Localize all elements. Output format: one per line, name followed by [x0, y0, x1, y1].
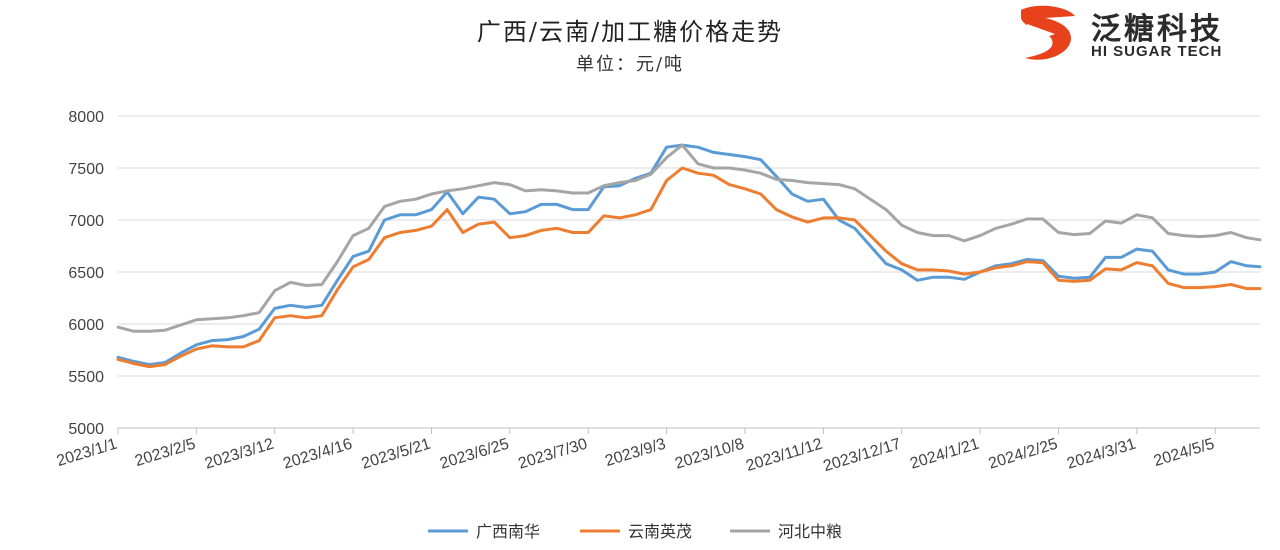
x-tick-label: 2023/4/16 — [281, 436, 354, 473]
x-tick-label: 2023/11/12 — [744, 436, 825, 475]
x-tick-label: 2023/6/25 — [438, 436, 511, 473]
chart-title: 广西/云南/加工糖价格走势 — [476, 18, 784, 46]
y-tick-label: 5500 — [68, 369, 104, 386]
logo-mark-icon — [1021, 5, 1075, 60]
y-tick-label: 7000 — [68, 213, 104, 230]
x-tick-label: 2023/7/30 — [516, 436, 589, 473]
series-line — [116, 143, 1262, 333]
legend-label: 云南英茂 — [628, 522, 692, 541]
chart-grid — [118, 115, 1260, 429]
y-axis: 5000 5500 6000 6500 7000 7500 8000 — [68, 109, 104, 438]
y-tick-label: 6500 — [68, 265, 104, 282]
logo-english: HI SUGAR TECH — [1091, 43, 1223, 60]
x-tick-label: 2023/1/1 — [55, 436, 120, 470]
logo-name: 泛糖科技 — [1091, 12, 1223, 47]
x-tick-label: 2023/2/5 — [133, 436, 198, 470]
x-axis: 2023/1/1 2023/2/5 2023/3/12 2023/4/16 2023/5… — [55, 427, 1260, 476]
x-tick-label: 2024/1/21 — [908, 436, 981, 473]
x-tick-label: 2023/3/12 — [203, 436, 276, 473]
chart-subtitle: 单位：元/吨 — [575, 54, 685, 75]
x-tick-label: 2023/12/17 — [821, 436, 903, 476]
series-line — [116, 143, 1262, 367]
series-line — [116, 166, 1262, 369]
x-tick-label: 2023/9/3 — [603, 436, 668, 470]
y-tick-label: 8000 — [68, 109, 104, 126]
x-tick-label: 2024/2/25 — [987, 436, 1060, 473]
y-tick-label: 5000 — [68, 421, 104, 438]
y-tick-label: 6000 — [68, 317, 104, 334]
brand-logo: 泛糖科技 HI SUGAR TECH — [1015, 2, 1275, 66]
x-tick-label: 2024/3/31 — [1065, 436, 1138, 473]
legend-label: 广西南华 — [476, 522, 540, 541]
series-lines — [116, 143, 1262, 369]
y-tick-label: 7500 — [68, 161, 104, 178]
x-tick-label: 2023/10/8 — [673, 436, 746, 473]
x-tick-label: 2024/5/5 — [1152, 436, 1217, 470]
chart-legend: 广西南华 云南英茂 河北中粮 — [428, 522, 842, 541]
x-tick-label: 2023/5/21 — [360, 436, 433, 473]
legend-label: 河北中粮 — [778, 522, 842, 541]
